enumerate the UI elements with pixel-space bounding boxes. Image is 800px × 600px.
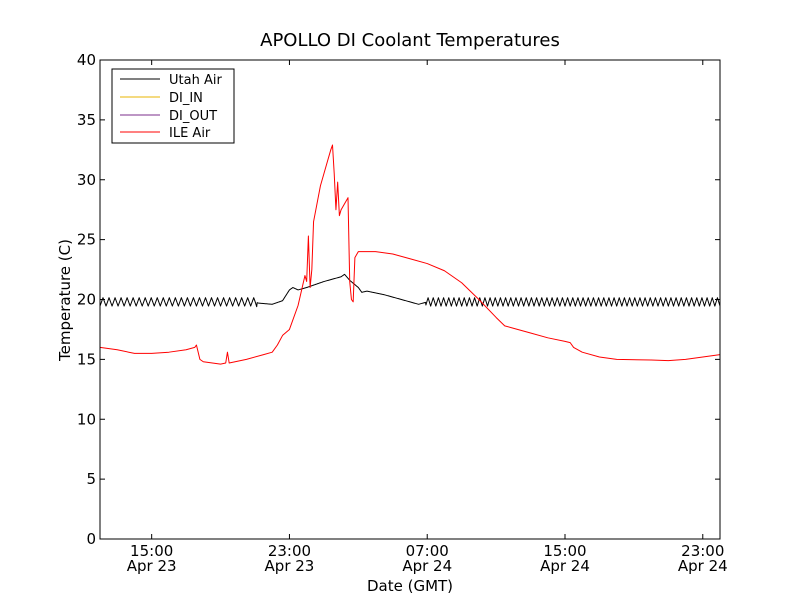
legend: Utah Air DI_IN DI_OUT ILE Air	[111, 68, 235, 144]
x-tick-label-date: Apr 24	[540, 557, 590, 575]
y-tick-label: 5	[86, 470, 96, 488]
x-tick-label-time: 23:00	[268, 542, 311, 560]
legend-label-utah-air: Utah Air	[169, 73, 222, 88]
legend-label-di-in: DI_IN	[169, 91, 203, 106]
y-tick-label: 25	[77, 231, 96, 249]
legend-label-ile-air: ILE Air	[169, 126, 211, 141]
plot-frame	[99, 59, 721, 540]
x-tick-label-time: 07:00	[406, 542, 449, 560]
y-axis-label: Temperature (C)	[56, 239, 74, 362]
y-tick-label: 30	[77, 171, 96, 189]
x-tick-label-date: Apr 24	[678, 557, 728, 575]
x-tick-label-time: 23:00	[681, 542, 724, 560]
y-tick-label: 40	[77, 51, 96, 69]
y-tick-label: 10	[77, 410, 96, 428]
legend-box	[111, 68, 235, 144]
x-tick-label-time: 15:00	[130, 542, 173, 560]
x-tick-label-date: Apr 24	[402, 557, 452, 575]
series-line-ile-air	[99, 144, 721, 365]
y-tick-label: 0	[86, 530, 96, 548]
y-tick-label: 20	[77, 291, 96, 309]
chart-title: APOLLO DI Coolant Temperatures	[260, 30, 560, 51]
y-tick-label: 15	[77, 350, 96, 368]
y-tick-label: 35	[77, 111, 96, 129]
series-layer	[99, 144, 721, 365]
x-tick-label-date: Apr 23	[127, 557, 177, 575]
x-tick-label-time: 15:00	[543, 542, 586, 560]
x-axis-label: Date (GMT)	[367, 577, 453, 595]
series-line-utah-air	[99, 273, 721, 308]
legend-label-di-out: DI_OUT	[169, 109, 217, 124]
x-tick-label-date: Apr 23	[265, 557, 315, 575]
